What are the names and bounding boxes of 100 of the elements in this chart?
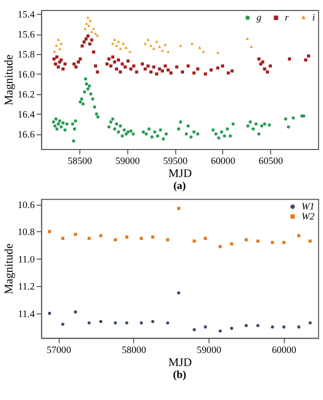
point (140, 321, 143, 324)
legend-label: r (284, 12, 289, 24)
x-tick-label: 58500 (68, 156, 92, 168)
point (118, 47, 122, 50)
point (94, 32, 98, 35)
point (244, 324, 248, 328)
point (282, 325, 286, 329)
point (270, 325, 274, 329)
point (244, 238, 248, 242)
point (99, 234, 102, 238)
point (122, 42, 125, 45)
point (90, 30, 94, 33)
point (192, 328, 196, 332)
x-axis-title: MJD (168, 166, 192, 180)
point (204, 325, 207, 329)
point (114, 238, 117, 242)
point (115, 44, 118, 47)
y-axis-title: Magnitude (2, 243, 16, 294)
point (230, 326, 234, 330)
y-tick-label: 16.4 (18, 109, 35, 120)
point (61, 236, 64, 240)
point (179, 44, 182, 47)
x-tick-label: 60000 (272, 345, 296, 356)
point (246, 37, 249, 40)
point (149, 44, 152, 47)
point (61, 322, 64, 326)
y-tick-label: 11.0 (18, 254, 35, 266)
y-tick-label: 15.8 (18, 49, 35, 60)
point (198, 46, 202, 49)
point (218, 330, 222, 333)
point (74, 310, 78, 314)
y-tick-label: 10.6 (18, 200, 35, 211)
point (88, 19, 92, 22)
y-axis-title: Magnitude (2, 54, 16, 106)
point (282, 240, 286, 244)
point (152, 47, 156, 50)
point (48, 230, 52, 234)
point (87, 24, 90, 27)
y-tick-label: 11.4 (18, 308, 35, 320)
point (125, 235, 128, 239)
point (166, 238, 170, 242)
point (256, 240, 260, 243)
y-tick-label: 15.6 (18, 29, 35, 40)
x-axis-title: MJD (168, 356, 192, 369)
point (151, 235, 154, 239)
x-tick-label: 59000 (115, 156, 140, 168)
point (250, 45, 253, 48)
point (144, 42, 147, 45)
point (166, 321, 170, 324)
point (52, 50, 56, 53)
point (86, 16, 90, 19)
point (230, 242, 234, 246)
point (88, 236, 91, 240)
point (308, 240, 312, 243)
point (88, 321, 91, 324)
y-tick-label: 11.2 (18, 282, 35, 293)
x-tick-label: 57000 (46, 345, 72, 356)
point (113, 38, 116, 41)
point (297, 325, 300, 329)
x-tick-label: 60500 (258, 156, 284, 168)
point (56, 38, 60, 41)
point (99, 320, 102, 324)
point (177, 206, 180, 210)
text: (a) (173, 180, 186, 192)
legend-label: i (312, 12, 316, 24)
point (270, 240, 274, 244)
point (190, 42, 194, 45)
y-tick-label: 15.4 (18, 9, 35, 20)
point (92, 27, 96, 30)
x-tick-label: 58000 (122, 345, 146, 356)
point (128, 50, 132, 53)
point (124, 46, 128, 49)
point (140, 236, 143, 240)
y-tick-label: 16.6 (18, 129, 35, 140)
x-tick-label: 59000 (196, 345, 222, 356)
legend-label: g (256, 12, 262, 24)
point (204, 236, 207, 240)
point (297, 234, 300, 238)
point (308, 321, 312, 324)
y-tick-label: 16.2 (18, 89, 35, 100)
point (54, 44, 58, 47)
text: (b) (173, 369, 187, 381)
point (158, 45, 162, 48)
legend-label: W1 (301, 202, 314, 213)
point (60, 42, 63, 45)
point (96, 34, 100, 37)
point (164, 43, 167, 46)
point (151, 320, 154, 324)
y-tick-label: 16.0 (18, 69, 35, 80)
point (202, 50, 206, 53)
point (111, 42, 114, 45)
point (84, 22, 88, 25)
point (192, 240, 196, 243)
point (116, 40, 120, 43)
point (114, 321, 117, 324)
point (74, 232, 78, 236)
point (125, 321, 128, 324)
point (146, 38, 150, 41)
legend-label: W2 (301, 211, 315, 222)
point (48, 312, 52, 315)
